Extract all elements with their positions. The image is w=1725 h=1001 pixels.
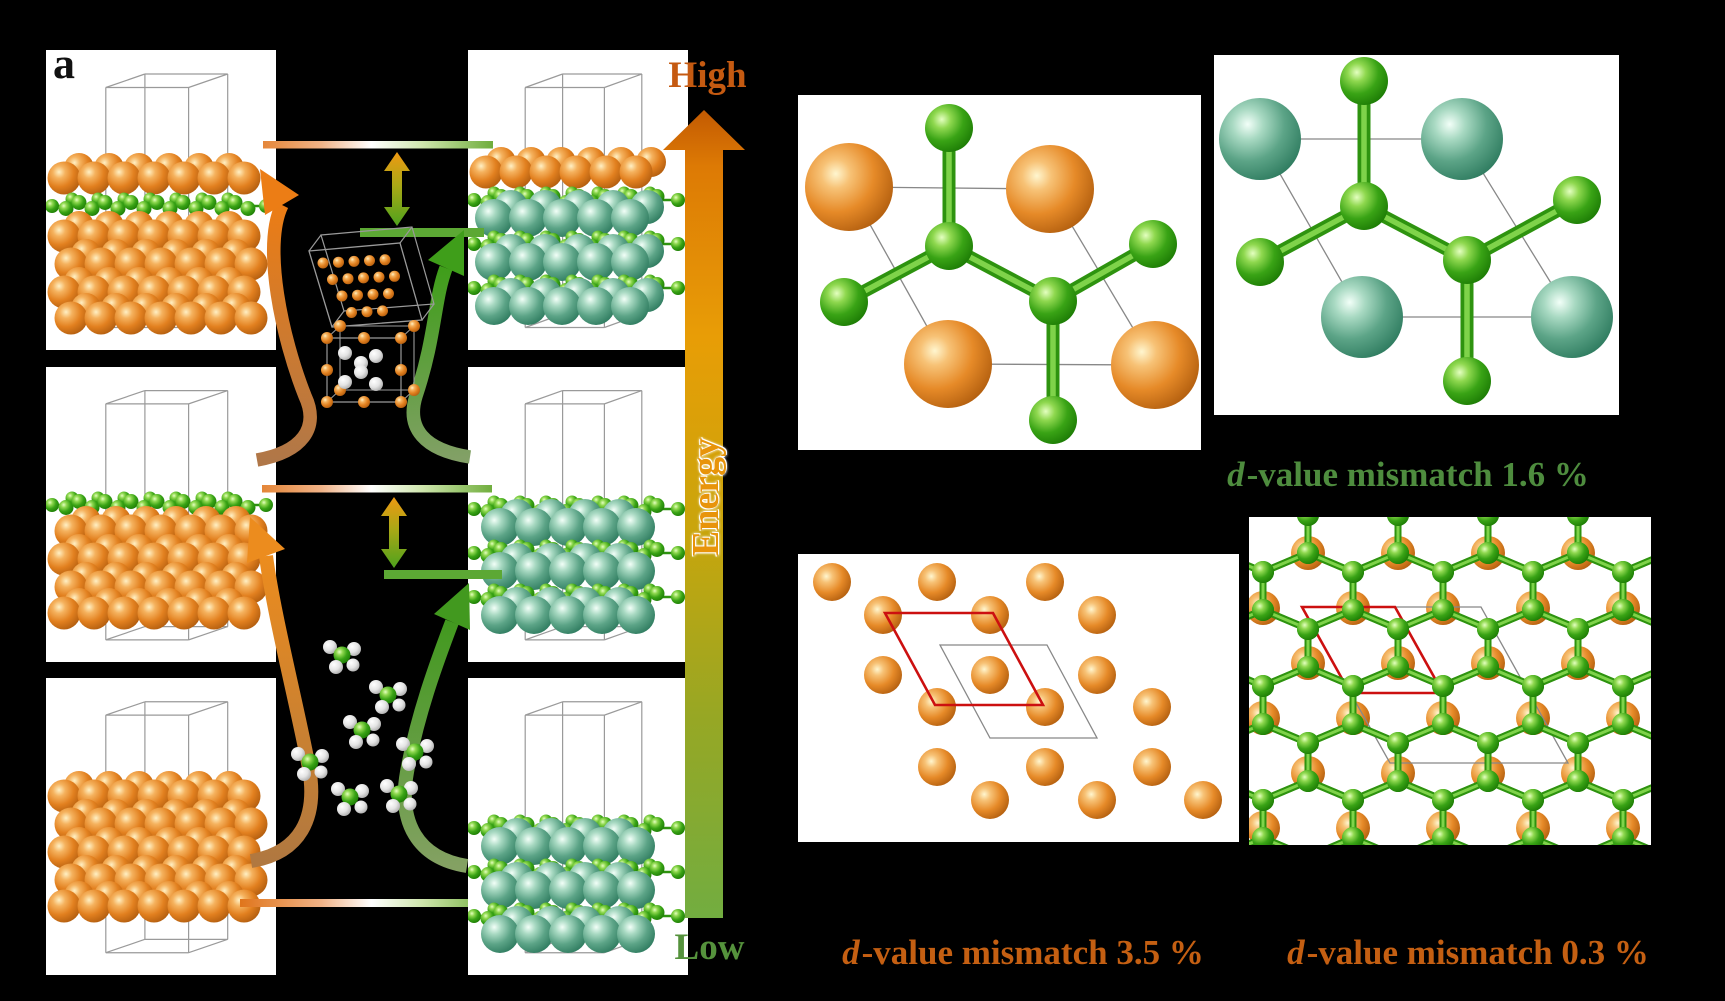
caption-mismatch-1-6: d-value mismatch 1.6 % [1188, 455, 1628, 495]
topview-box-b2 [1214, 55, 1619, 415]
caption-text: -value mismatch 0.3 % [1306, 933, 1649, 972]
energy-axis-label: Energy [685, 437, 727, 557]
caption-text: -value mismatch 3.5 % [861, 933, 1204, 972]
caption-d-italic: d [1227, 455, 1245, 494]
topview-box-b4 [1249, 517, 1651, 845]
topview-box-b3 [798, 554, 1239, 842]
caption-d-italic: d [842, 933, 860, 972]
caption-mismatch-0-3: d-value mismatch 0.3 % [1248, 933, 1688, 973]
caption-d-italic: d [1287, 933, 1305, 972]
energy-high-label: High [668, 55, 747, 96]
structure-box-a6 [468, 678, 688, 975]
structure-box-a2 [468, 50, 688, 350]
structure-box-a4 [468, 367, 688, 662]
structure-box-a5 [46, 678, 276, 975]
structure-box-a3 [46, 367, 276, 662]
caption-text: -value mismatch 1.6 % [1246, 455, 1589, 494]
topview-box-b1 [798, 95, 1201, 450]
panel-a-label: a [53, 39, 75, 88]
structure-box-a1 [46, 50, 276, 350]
energy-low-label: Low [674, 927, 745, 968]
caption-mismatch-3-5: d-value mismatch 3.5 % [803, 933, 1243, 973]
